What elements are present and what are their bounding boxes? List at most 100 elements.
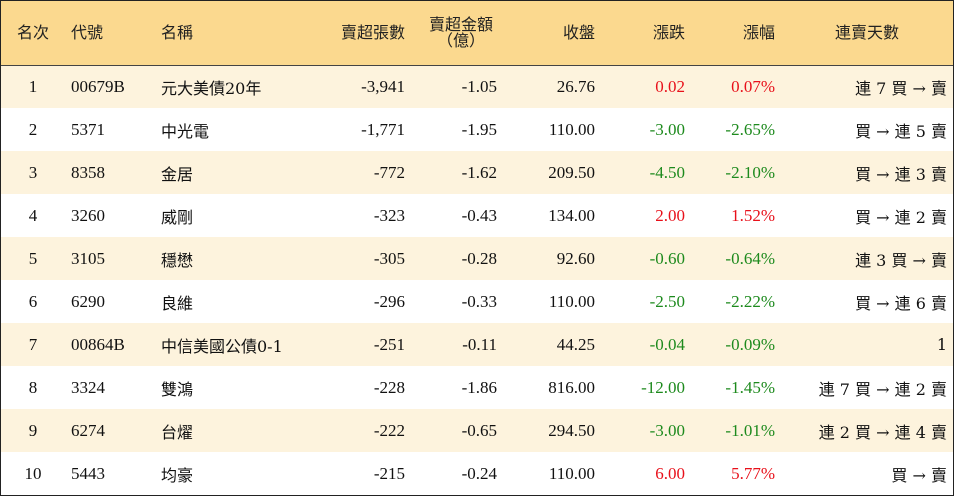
table-row: 5 3105 穩懋 -305 -0.28 92.60 -0.60 -0.64% 連 3 買 → … <box>1 237 953 280</box>
cell-close: 110.00 <box>548 291 595 311</box>
cell-code: 00679B <box>71 76 125 96</box>
cell-close: 134.00 <box>548 205 595 225</box>
header-rank: 名次 <box>1 1 65 66</box>
cell-change: 6.00 <box>655 463 685 483</box>
cell-code: 3105 <box>71 248 105 268</box>
cell-code: 8358 <box>71 162 105 182</box>
cell-net-sell-lots: -251 <box>373 334 405 354</box>
cell-net-sell-amount: -0.33 <box>461 291 497 311</box>
cell-net-sell-lots: -228 <box>373 377 405 397</box>
header-row: 名次 代號 名稱 賣超張數 賣超金額 （億） 收盤 漲跌 漲幅 連賣天數 <box>1 1 953 66</box>
cell-change-pct: -1.01% <box>725 420 775 440</box>
cell-change: -4.50 <box>649 162 685 182</box>
cell-change: -3.00 <box>649 119 685 139</box>
header-streak: 連賣天數 <box>781 1 953 66</box>
cell-change-pct: -2.65% <box>725 119 775 139</box>
cell-rank: 2 <box>28 119 38 139</box>
cell-net-sell-amount: -1.95 <box>461 119 497 139</box>
cell-net-sell-amount: -0.11 <box>462 334 497 354</box>
table-row: 3 8358 金居 -772 -1.62 209.50 -4.50 -2.10% 買 → 連 3… <box>1 151 953 194</box>
header-close: 收盤 <box>511 1 601 66</box>
header-change-pct: 漲幅 <box>691 1 781 66</box>
table-row: 2 5371 中光電 -1,771 -1.95 110.00 -3.00 -2.65% 買 → … <box>1 108 953 151</box>
cell-close: 816.00 <box>548 377 595 397</box>
cell-change: -0.60 <box>649 248 685 268</box>
cell-code: 6274 <box>71 420 105 440</box>
cell-change: -2.50 <box>649 291 685 311</box>
cell-code: 6290 <box>71 291 105 311</box>
table-row: 4 3260 威剛 -323 -0.43 134.00 2.00 1.52% 買 → 連 2 賣 <box>1 194 953 237</box>
cell-net-sell-lots: -296 <box>373 291 405 311</box>
cell-name: 金居 <box>161 164 194 184</box>
cell-change-pct: -2.22% <box>725 291 775 311</box>
cell-streak: 連 2 買 → 連 4 賣 <box>818 422 947 442</box>
cell-change-pct: -2.10% <box>725 162 775 182</box>
cell-net-sell-amount: -1.86 <box>461 377 497 397</box>
cell-streak: 買 → 連 3 賣 <box>855 164 947 184</box>
cell-change-pct: 5.77% <box>731 463 775 483</box>
cell-net-sell-lots: -3,941 <box>361 76 405 96</box>
cell-code: 00864B <box>71 334 125 354</box>
cell-rank: 4 <box>28 205 38 225</box>
cell-rank: 7 <box>28 334 38 354</box>
cell-net-sell-lots: -305 <box>373 248 405 268</box>
cell-rank: 8 <box>28 377 38 397</box>
table-row: 9 6274 台燿 -222 -0.65 294.50 -3.00 -1.01% 連 2 買 →… <box>1 409 953 452</box>
cell-rank: 5 <box>28 248 38 268</box>
cell-close: 92.60 <box>556 248 595 268</box>
cell-name: 雙鴻 <box>161 379 194 399</box>
cell-net-sell-amount: -1.05 <box>461 76 497 96</box>
table-row: 6 6290 良維 -296 -0.33 110.00 -2.50 -2.22% 買 → 連 6… <box>1 280 953 323</box>
header-net-sell-amount-line1: 賣超金額 <box>428 14 493 34</box>
cell-code: 5371 <box>71 119 105 139</box>
table-row: 8 3324 雙鴻 -228 -1.86 816.00 -12.00 -1.45% 連 7 買 … <box>1 366 953 409</box>
cell-close: 209.50 <box>548 162 595 182</box>
cell-name: 元大美債20年 <box>161 78 262 98</box>
cell-name: 均豪 <box>161 465 194 485</box>
cell-code: 3324 <box>71 377 105 397</box>
cell-streak: 買 → 連 2 賣 <box>855 207 947 227</box>
cell-streak: 連 7 買 → 賣 <box>855 78 947 98</box>
cell-streak: 買 → 賣 <box>891 465 947 485</box>
cell-net-sell-amount: -0.28 <box>461 248 497 268</box>
cell-change-pct: 0.07% <box>731 76 775 96</box>
table-row: 1 00679B 元大美債20年 -3,941 -1.05 26.76 0.02 0.07% 連… <box>1 65 953 108</box>
cell-change-pct: -1.45% <box>725 377 775 397</box>
cell-change: 0.02 <box>655 76 685 96</box>
cell-streak: 1 <box>936 335 947 354</box>
cell-close: 110.00 <box>548 119 595 139</box>
cell-name: 威剛 <box>161 207 194 227</box>
cell-name: 良維 <box>161 293 194 313</box>
cell-name: 中信美國公債0-1 <box>161 336 283 356</box>
cell-streak: 連 7 買 → 連 2 賣 <box>818 379 947 399</box>
cell-net-sell-amount: -0.43 <box>461 205 497 225</box>
cell-net-sell-lots: -323 <box>373 205 405 225</box>
cell-rank: 3 <box>28 162 38 182</box>
cell-rank: 1 <box>28 76 38 96</box>
cell-code: 5443 <box>71 463 105 483</box>
header-code: 代號 <box>65 1 149 66</box>
cell-rank: 10 <box>24 463 42 483</box>
cell-code: 3260 <box>71 205 105 225</box>
cell-net-sell-lots: -222 <box>373 420 405 440</box>
cell-name: 台燿 <box>161 422 194 442</box>
cell-close: 26.76 <box>556 76 595 96</box>
cell-change: -0.04 <box>649 334 685 354</box>
table-header: 名次 代號 名稱 賣超張數 賣超金額 （億） 收盤 漲跌 漲幅 連賣天數 <box>1 1 953 66</box>
header-net-sell-amount: 賣超金額 （億） <box>411 1 511 66</box>
cell-change: -12.00 <box>641 377 685 397</box>
cell-net-sell-amount: -1.62 <box>461 162 497 182</box>
cell-change: 2.00 <box>655 205 685 225</box>
cell-net-sell-amount: -0.24 <box>461 463 497 483</box>
cell-net-sell-lots: -215 <box>373 463 405 483</box>
cell-streak: 連 3 買 → 賣 <box>855 250 947 270</box>
cell-close: 110.00 <box>548 463 595 483</box>
cell-change-pct: -0.64% <box>725 248 775 268</box>
cell-close: 294.50 <box>548 420 595 440</box>
cell-change-pct: -0.09% <box>725 334 775 354</box>
cell-streak: 買 → 連 6 賣 <box>855 293 947 313</box>
cell-net-sell-lots: -1,771 <box>361 119 405 139</box>
header-name: 名稱 <box>149 1 311 66</box>
cell-streak: 買 → 連 5 賣 <box>855 121 947 141</box>
